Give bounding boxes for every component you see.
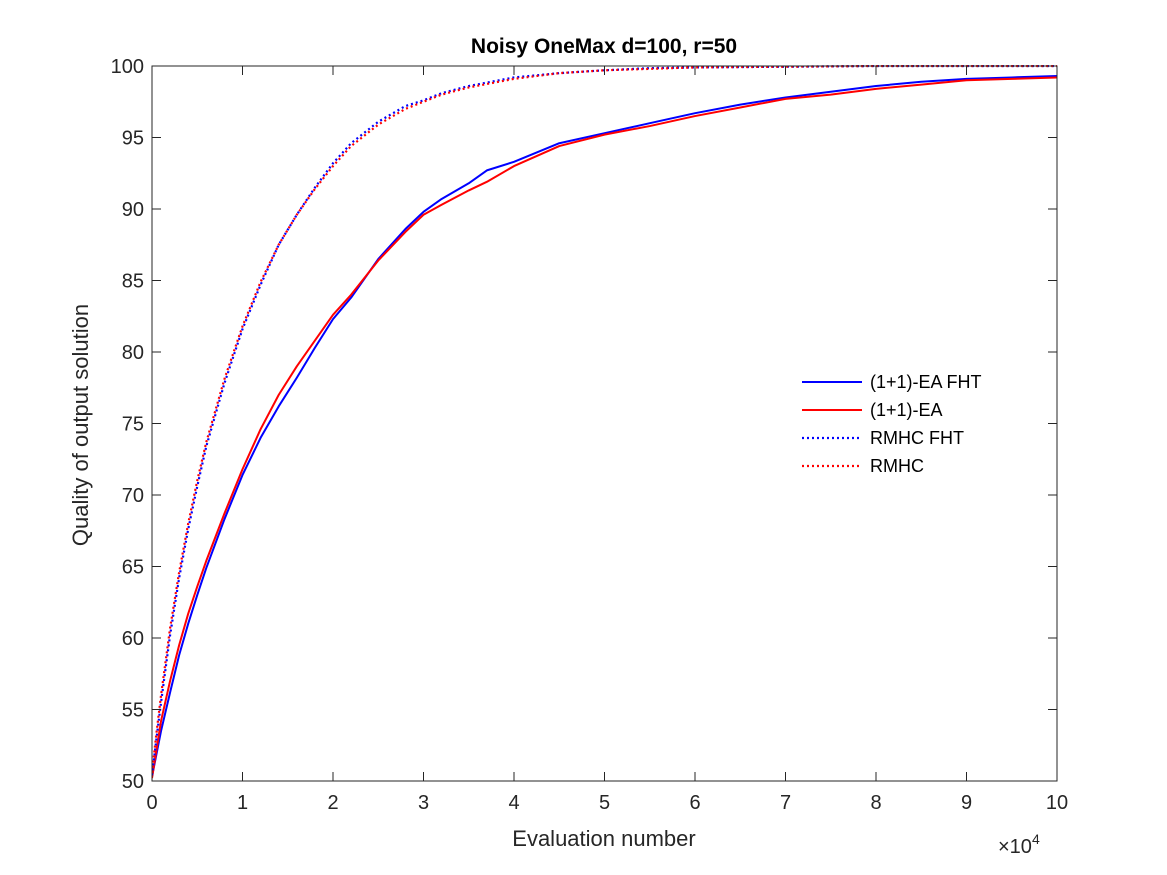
series-line-1-1-ea: [152, 76, 1057, 779]
x-tick-label: 0: [146, 792, 157, 814]
x-tick-label: 8: [870, 792, 881, 814]
axes: 0 1 2 3 4 5 6 7 8 9 10 50 55 60 65 70 75 80 85 90 95 100: [111, 56, 1069, 814]
series-line-1-1-ea-fht: [152, 75, 1057, 777]
y-tick-label: 55: [122, 700, 144, 722]
x-axis-exponent: ×104: [998, 831, 1040, 858]
legend-label: RMHC FHT: [870, 428, 964, 448]
series-line-rmhc: [152, 65, 1057, 773]
x-tick-label: 7: [780, 792, 791, 814]
y-tick-label: 65: [122, 557, 144, 579]
y-tick-label: 70: [122, 485, 144, 507]
y-tick-label: 90: [122, 199, 144, 221]
y-tick-label: 75: [122, 414, 144, 436]
legend-label: (1+1)-EA FHT: [870, 372, 982, 392]
y-tick-label: 80: [122, 342, 144, 364]
x-tick-label: 6: [689, 792, 700, 814]
chart-title: Noisy OneMax d=100, r=50: [471, 35, 737, 58]
x-tick-label: 3: [418, 792, 429, 814]
x-tick-label: 4: [508, 792, 519, 814]
plot-area: [152, 65, 1057, 781]
x-tick-label: 9: [961, 792, 972, 814]
legend-label: RMHC: [870, 456, 924, 476]
y-tick-label: 100: [111, 56, 144, 78]
y-tick-label: 95: [122, 128, 144, 150]
x-axis-exponent-base: ×10: [998, 836, 1032, 858]
x-tick-label: 5: [599, 792, 610, 814]
legend-label: (1+1)-EA: [870, 400, 943, 420]
plot-background: [152, 66, 1057, 781]
x-tick-label: 2: [327, 792, 338, 814]
x-axis-label: Evaluation number: [512, 826, 695, 851]
y-tick-label: 60: [122, 628, 144, 650]
x-tick-label: 1: [237, 792, 248, 814]
y-tick-label: 85: [122, 271, 144, 293]
y-tick-label: 50: [122, 771, 144, 793]
x-axis-exponent-power: 4: [1032, 831, 1040, 847]
x-tick-label: 10: [1046, 792, 1068, 814]
legend: (1+1)-EA FHT (1+1)-EA RMHC FHT RMHC: [802, 372, 982, 476]
y-axis-label: Quality of output solution: [68, 304, 93, 546]
